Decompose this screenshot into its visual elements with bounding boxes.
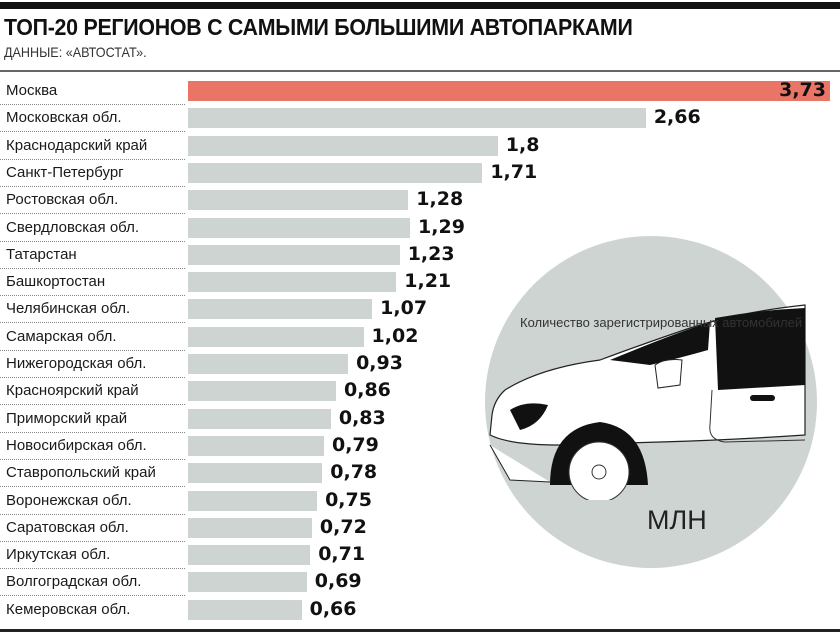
value-label: 2,66 — [653, 106, 701, 129]
value-label: 0,71 — [318, 543, 366, 566]
row-separator — [0, 404, 185, 406]
row-separator — [0, 322, 185, 324]
row-separator — [0, 595, 185, 597]
value-label: 0,66 — [309, 597, 357, 620]
bar — [188, 517, 312, 538]
category-label: Свердловская обл. — [6, 218, 139, 236]
row-separator — [0, 377, 185, 378]
legend-note: Количество зарегистрированных автомобиле… — [520, 315, 803, 330]
value-label: 0,75 — [325, 488, 372, 511]
row-separator — [0, 213, 185, 215]
value-label: 1,28 — [416, 188, 464, 211]
row-separator — [0, 431, 185, 433]
category-label: Башкортостан — [6, 273, 106, 291]
bar — [188, 463, 323, 484]
bar — [188, 135, 498, 156]
bar — [188, 272, 397, 293]
bar — [188, 217, 411, 238]
row-separator — [0, 240, 185, 242]
value-label: 3,73 — [779, 79, 826, 101]
bar — [188, 244, 400, 265]
value-label: 0,69 — [314, 570, 362, 593]
bar — [188, 572, 307, 593]
category-label: Иркутская обл. — [6, 546, 111, 564]
category-label: Московская обл. — [6, 109, 122, 127]
category-label: Ставропольский край — [6, 464, 156, 482]
category-label: Приморский край — [6, 409, 128, 427]
bar — [188, 545, 311, 566]
value-label: 0,83 — [338, 406, 386, 429]
value-label: 1,29 — [418, 215, 465, 238]
chart-title: ТОП-20 РЕГИОНОВ С САМЫМИ БОЛЬШИМИ АВТОПА… — [4, 14, 633, 40]
row-separator — [0, 513, 185, 515]
category-label: Красноярский край — [6, 382, 139, 400]
bar — [188, 162, 483, 183]
category-label: Кемеровская обл. — [6, 600, 131, 618]
value-label: 1,21 — [404, 270, 452, 293]
category-label: Волгоградская обл. — [6, 573, 142, 591]
bar — [188, 354, 349, 374]
category-label: Воронежская обл. — [6, 491, 132, 509]
value-label: 1,71 — [490, 160, 538, 183]
category-label: Нижегородская обл. — [6, 355, 147, 372]
value-label: 1,02 — [371, 324, 419, 347]
category-label: Саратовская обл. — [6, 518, 129, 536]
value-label: 1,07 — [380, 297, 428, 320]
category-label: Челябинская обл. — [6, 300, 131, 318]
bar — [188, 81, 830, 101]
value-label: 0,72 — [319, 515, 367, 538]
value-label: 1,23 — [407, 242, 455, 265]
row-separator — [0, 568, 185, 570]
bar — [188, 299, 373, 320]
category-label: Москва — [6, 82, 58, 99]
category-label: Ростовская обл. — [6, 191, 119, 209]
row-separator — [0, 486, 185, 488]
bar — [188, 108, 646, 129]
bar — [188, 408, 331, 429]
row-separator — [0, 131, 185, 133]
value-label: 0,86 — [344, 379, 391, 402]
bar — [188, 599, 302, 620]
bar — [188, 190, 409, 211]
chart-source: ДАННЫЕ: «АВТОСТАТ». — [4, 44, 147, 60]
row-separator — [0, 158, 185, 160]
row-separator — [0, 540, 185, 542]
row-separator — [0, 295, 185, 297]
row-separator — [0, 185, 185, 187]
top-rule — [0, 2, 840, 9]
value-label: 0,78 — [330, 461, 378, 484]
bar — [188, 326, 364, 347]
category-label: Санкт-Петербург — [6, 163, 124, 181]
header-divider — [0, 70, 840, 72]
row-separator — [0, 104, 185, 105]
row-separator — [0, 458, 185, 460]
value-label: 0,93 — [356, 352, 403, 374]
car-illustration-icon — [489, 304, 806, 500]
category-label: Новосибирская обл. — [6, 436, 147, 454]
bar — [188, 435, 324, 456]
bar — [188, 490, 318, 511]
bar — [188, 381, 337, 402]
category-label: Татарстан — [6, 245, 77, 263]
value-label: 0,79 — [331, 433, 379, 456]
category-label: Самарская обл. — [6, 327, 117, 345]
unit-label: МЛН — [647, 505, 707, 535]
bottom-rule — [0, 629, 840, 632]
value-label: 1,8 — [505, 133, 540, 156]
row-separator — [0, 349, 185, 351]
row-separator — [0, 267, 185, 269]
category-label: Краснодарский край — [6, 136, 148, 154]
